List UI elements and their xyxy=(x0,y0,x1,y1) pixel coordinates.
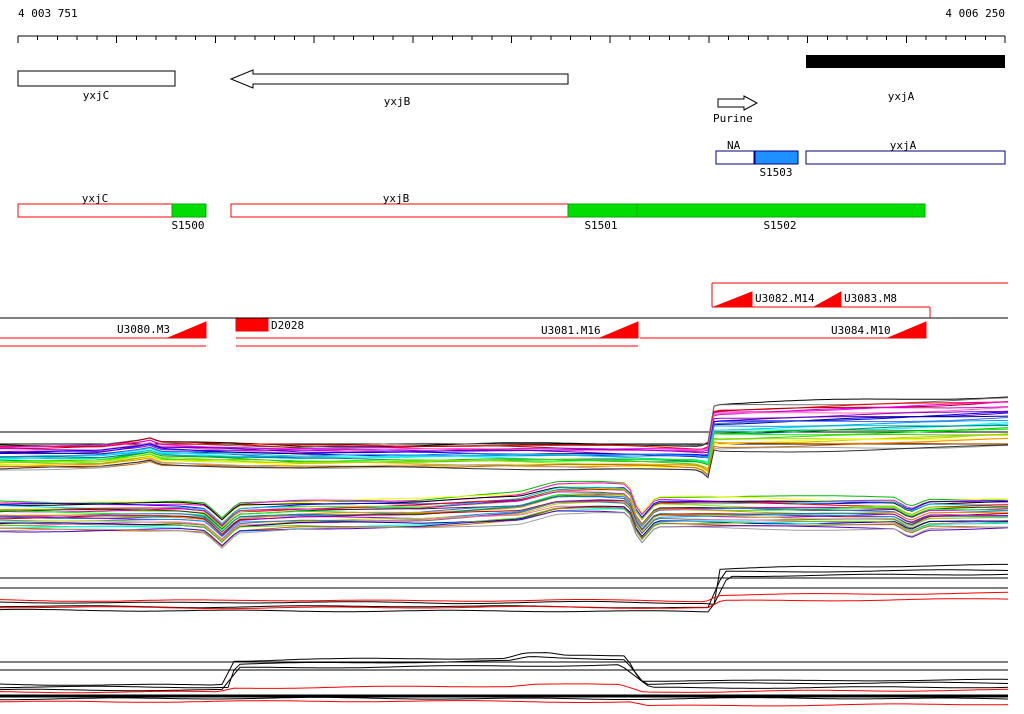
expression-panel-4-explicit-series-1 xyxy=(0,656,1009,689)
expression-panel-2-series-18 xyxy=(0,501,1008,540)
expression-panel-2-series-11 xyxy=(0,495,1009,533)
expression-panel-2-series-24 xyxy=(0,510,1009,547)
expression-panel-4-explicit-series-4 xyxy=(0,696,1009,701)
transcript-na-box[interactable] xyxy=(715,150,755,165)
expression-panel-1-series-11 xyxy=(0,417,1009,459)
expression-panel-2-series-13 xyxy=(0,496,1009,533)
expression-panel-4-explicit-series-3 xyxy=(0,683,1009,694)
expression-panel-4-explicit-series-5 xyxy=(0,700,1009,707)
expression-panel-2-series-21 xyxy=(0,507,1009,543)
expression-panel-1-series-3 xyxy=(0,401,1009,451)
expression-panel-4-explicit-series-2 xyxy=(0,664,1009,692)
expression-panel-2-series-14 xyxy=(0,500,1009,535)
segment-s1500-box[interactable] xyxy=(171,203,207,218)
segment-yxjc-box[interactable] xyxy=(17,203,173,218)
expression-panel-1-series-7 xyxy=(0,410,1009,454)
expression-panel-2-series-6 xyxy=(0,488,1009,528)
gene-yxjB-arrow[interactable] xyxy=(229,69,569,89)
expression-panel-2-series-0 xyxy=(0,480,1009,519)
expression-panel-1-series-16 xyxy=(0,427,1009,466)
selection-bar xyxy=(806,55,1005,68)
probe-U3083-M8-triangle[interactable] xyxy=(812,291,842,308)
transcript-yxja-box[interactable] xyxy=(805,150,1006,165)
expression-panel-4-explicit-series-0 xyxy=(0,652,1009,686)
transcript-s1503-box[interactable] xyxy=(754,150,799,165)
expression-panel-2-series-19 xyxy=(0,505,1009,541)
expression-panel-2-series-2 xyxy=(0,482,1008,521)
expression-panel-3-explicit-series-3 xyxy=(0,591,1009,603)
expression-panel-1-series-25 xyxy=(0,444,1009,479)
expression-panel-3-explicit-series-0 xyxy=(0,563,1008,605)
expression-panel-3-explicit-series-4 xyxy=(0,598,1009,610)
expression-panel-1-series-13 xyxy=(0,423,1009,463)
expression-panel-3-explicit-series-2 xyxy=(0,573,1009,613)
expression-panel-2-series-16 xyxy=(0,501,1009,538)
gene-purine-arrow[interactable] xyxy=(717,95,759,111)
expression-panel-1-series-18 xyxy=(0,433,1009,470)
expression-panel-1-series-8 xyxy=(0,412,1009,457)
expression-panel-1-series-10 xyxy=(0,415,1009,459)
expression-panel-2-series-4 xyxy=(0,487,1009,525)
expression-panel-1-series-24 xyxy=(0,444,1009,478)
expression-panel-2-series-8 xyxy=(0,491,1009,527)
expression-panel-1-series-1 xyxy=(0,397,1009,449)
expression-panel-2-series-25 xyxy=(0,511,1008,549)
expression-panel-1-series-23 xyxy=(0,442,1008,476)
expression-panel-1-series-21 xyxy=(0,437,1009,474)
probe-U3082-M14-triangle[interactable] xyxy=(713,291,753,308)
segment-s1501-s1502-box[interactable] xyxy=(567,203,926,218)
probe-U3084-M10-triangle[interactable] xyxy=(887,321,927,339)
probe-D2028-box[interactable] xyxy=(235,318,269,332)
segment-yxjb-box[interactable] xyxy=(230,203,569,218)
probe-U3080-M3-triangle[interactable] xyxy=(167,321,207,339)
expression-panel-1-series-12 xyxy=(0,419,1009,459)
probe-U3081-M16-triangle[interactable] xyxy=(599,321,639,339)
gene-yxjC-box[interactable] xyxy=(17,70,176,87)
